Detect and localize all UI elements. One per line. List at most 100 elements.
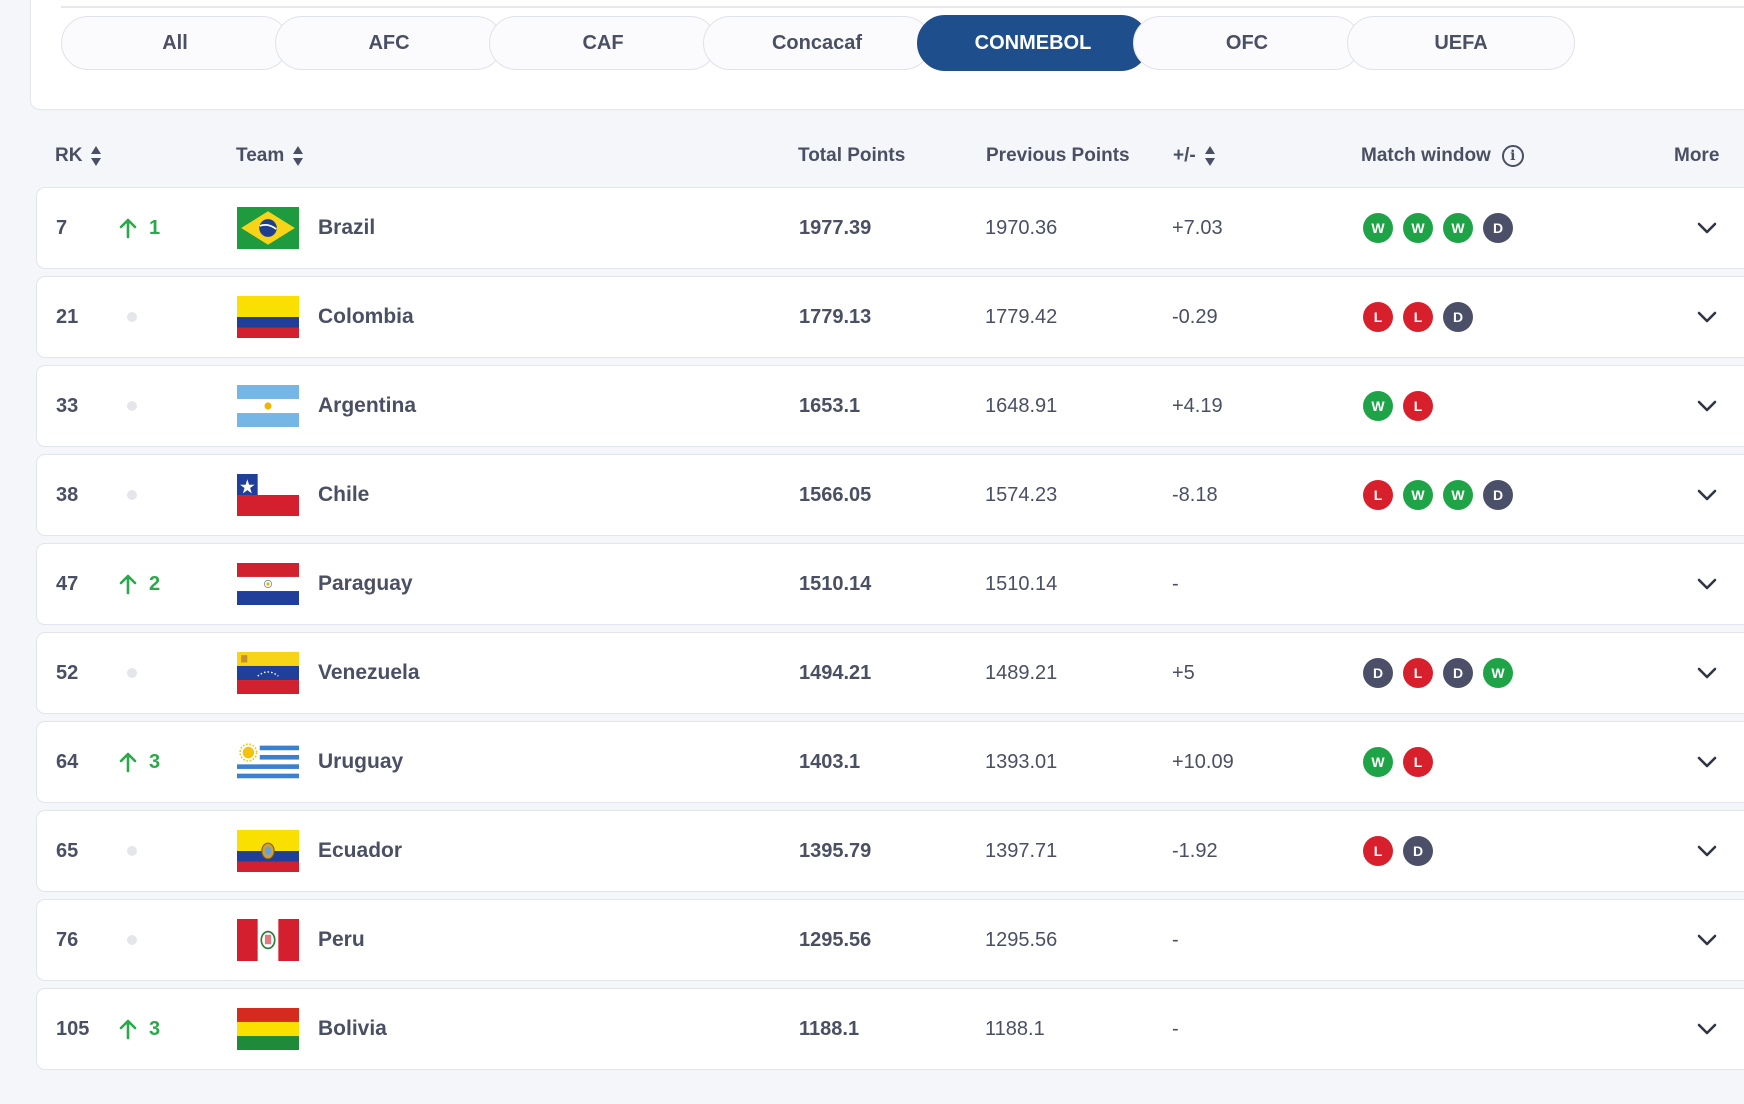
rank-movement xyxy=(119,366,137,446)
tab-caf[interactable]: CAF xyxy=(489,16,717,70)
rank: 105 xyxy=(56,1017,90,1040)
rank-movement xyxy=(119,900,137,980)
match-result-badge[interactable]: L xyxy=(1363,480,1393,510)
tab-conmebol[interactable]: CONMEBOL xyxy=(917,15,1149,71)
match-result-badge[interactable]: W xyxy=(1363,747,1393,777)
tab-concacaf[interactable]: Concacaf xyxy=(703,16,931,70)
match-result-badge[interactable]: W xyxy=(1443,213,1473,243)
match-result-badge[interactable]: D xyxy=(1483,213,1513,243)
rank-movement: 3 xyxy=(119,722,160,802)
tab-all[interactable]: All xyxy=(61,16,289,70)
column-team[interactable]: Team xyxy=(236,138,304,174)
chevron-down-icon xyxy=(1697,756,1717,768)
match-result-badge[interactable]: W xyxy=(1403,480,1433,510)
match-result-badge[interactable]: W xyxy=(1483,658,1513,688)
table-row[interactable]: 65 Ecuador 1395.79 1397.71 -1.92 L D xyxy=(36,810,1744,892)
sort-icon[interactable] xyxy=(293,145,304,167)
chevron-down-icon xyxy=(1697,667,1717,679)
match-result-badge[interactable]: L xyxy=(1403,391,1433,421)
rank: 76 xyxy=(56,928,79,951)
team-name[interactable]: Paraguay xyxy=(318,572,413,595)
expand-row-button[interactable] xyxy=(1687,277,1727,357)
previous-points: 1779.42 xyxy=(985,305,1058,328)
table-header: RK Team Total Points Previous Points +/-… xyxy=(0,138,1744,174)
match-result-badge[interactable]: D xyxy=(1483,480,1513,510)
match-result-badge[interactable]: D xyxy=(1443,658,1473,688)
match-result-badge[interactable]: D xyxy=(1363,658,1393,688)
column-match-window-label: Match window xyxy=(1361,145,1491,166)
table-row[interactable]: 105 3 Bolivia 1188.1 1188.1 - xyxy=(36,988,1744,1070)
column-rk-label: RK xyxy=(55,145,83,166)
table-row[interactable]: 21 Colombia 1779.13 1779.42 -0.29 L L D xyxy=(36,276,1744,358)
expand-row-button[interactable] xyxy=(1687,722,1727,802)
flag-bolivia-icon xyxy=(237,1008,299,1050)
team-name[interactable]: Bolivia xyxy=(318,1017,387,1040)
table-row[interactable]: 38 Chile 1566.05 1574.23 -8.18 L W W D xyxy=(36,454,1744,536)
expand-row-button[interactable] xyxy=(1687,188,1727,268)
match-result-badge[interactable]: L xyxy=(1403,658,1433,688)
table-row[interactable]: 33 Argentina 1653.1 1648.91 +4.19 W L xyxy=(36,365,1744,447)
match-result-badge[interactable]: D xyxy=(1443,302,1473,332)
team-name[interactable]: Ecuador xyxy=(318,839,403,862)
previous-points: 1295.56 xyxy=(985,928,1058,951)
flag-brazil-icon xyxy=(237,207,299,249)
expand-row-button[interactable] xyxy=(1687,633,1727,713)
table-row[interactable]: 52 Venezuela 1494.21 1489.21 +5 D L D W xyxy=(36,632,1744,714)
match-result-badge[interactable]: W xyxy=(1403,213,1433,243)
team-name[interactable]: Chile xyxy=(318,483,370,506)
table-row[interactable]: 7 1 Brazil 1977.39 1970.36 +7.03 W W W D xyxy=(36,187,1744,269)
match-result-badge[interactable]: D xyxy=(1403,836,1433,866)
match-result-badge[interactable]: L xyxy=(1403,302,1433,332)
team-name[interactable]: Peru xyxy=(318,928,365,951)
expand-row-button[interactable] xyxy=(1687,455,1727,535)
team-name[interactable]: Venezuela xyxy=(318,661,420,684)
tab-ofc[interactable]: OFC xyxy=(1133,16,1361,70)
column-total-points-label: Total Points xyxy=(798,145,906,166)
no-change-icon xyxy=(127,846,137,856)
flag-venezuela-icon xyxy=(237,652,299,694)
match-result-badge[interactable]: W xyxy=(1363,391,1393,421)
team-name[interactable]: Brazil xyxy=(318,216,376,239)
column-rk[interactable]: RK xyxy=(55,138,102,174)
match-result-badge[interactable]: L xyxy=(1363,302,1393,332)
team-name[interactable]: Uruguay xyxy=(318,750,404,773)
sort-icon[interactable] xyxy=(1204,145,1216,167)
no-change-icon xyxy=(127,668,137,678)
previous-points: 1970.36 xyxy=(985,216,1058,239)
column-previous-points: Previous Points xyxy=(986,138,1130,174)
tab-afc[interactable]: AFC xyxy=(275,16,503,70)
previous-points: 1648.91 xyxy=(985,394,1058,417)
total-points: 1494.21 xyxy=(799,661,872,684)
column-more-label: More xyxy=(1674,145,1720,166)
expand-row-button[interactable] xyxy=(1687,811,1727,891)
rank-movement: 3 xyxy=(119,989,160,1069)
expand-row-button[interactable] xyxy=(1687,366,1727,446)
info-icon[interactable]: i xyxy=(1501,145,1524,167)
match-result-badge[interactable]: W xyxy=(1363,213,1393,243)
team-name[interactable]: Colombia xyxy=(318,305,414,328)
rank: 64 xyxy=(56,750,79,773)
match-result-badge[interactable]: L xyxy=(1363,836,1393,866)
expand-row-button[interactable] xyxy=(1687,900,1727,980)
table-row[interactable]: 76 Peru 1295.56 1295.56 - xyxy=(36,899,1744,981)
table-row[interactable]: 47 2 Paraguay 1510.14 1510.14 - xyxy=(36,543,1744,625)
column-diff[interactable]: +/- xyxy=(1173,138,1216,174)
sort-icon[interactable] xyxy=(91,145,102,167)
rank-movement-value: 2 xyxy=(149,572,161,595)
match-result-badge[interactable]: W xyxy=(1443,480,1473,510)
chevron-down-icon xyxy=(1697,1023,1717,1035)
expand-row-button[interactable] xyxy=(1687,989,1727,1069)
previous-points: 1489.21 xyxy=(985,661,1058,684)
chevron-down-icon xyxy=(1697,845,1717,857)
ranking-table: 7 1 Brazil 1977.39 1970.36 +7.03 W W W D 21 Colombi… xyxy=(36,187,1744,1077)
expand-row-button[interactable] xyxy=(1687,544,1727,624)
tab-uefa[interactable]: UEFA xyxy=(1347,16,1575,70)
match-result-badge[interactable]: L xyxy=(1403,747,1433,777)
total-points: 1395.79 xyxy=(799,839,872,862)
column-team-label: Team xyxy=(236,145,285,166)
team-name[interactable]: Argentina xyxy=(318,394,417,417)
table-row[interactable]: 64 3 Uruguay 1403.1 1393.01 +10.09 W L xyxy=(36,721,1744,803)
